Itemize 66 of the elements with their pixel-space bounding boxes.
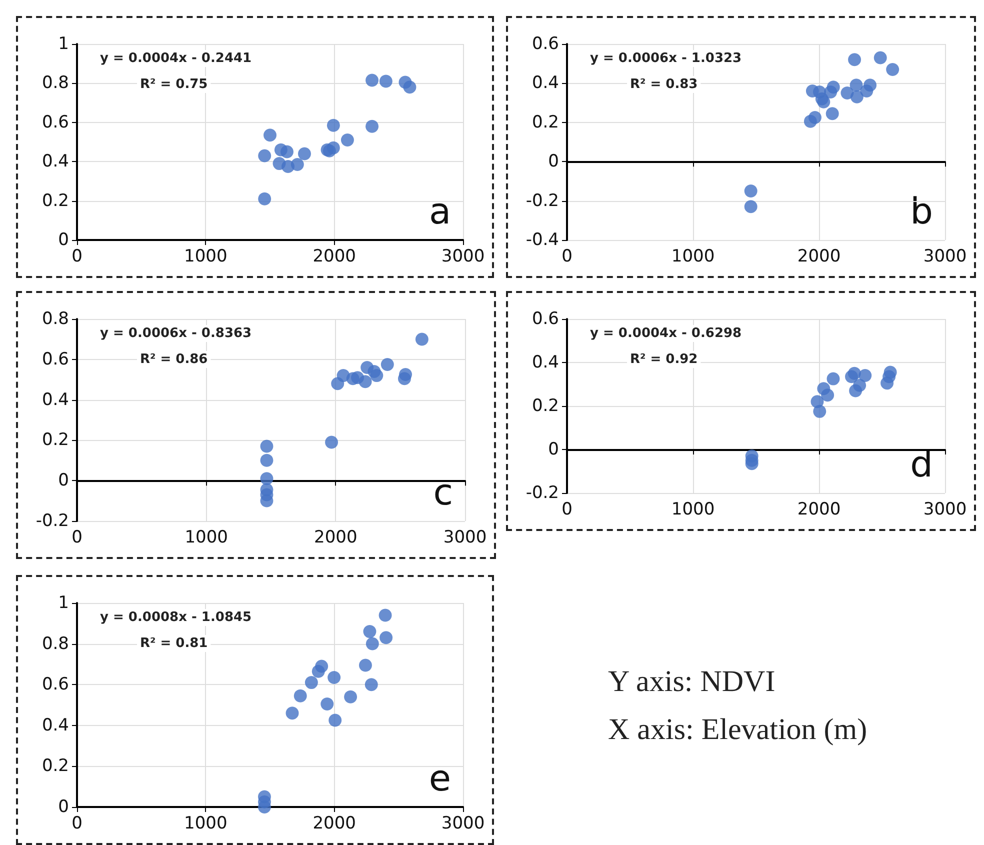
x-tick-label: 1000 [184, 246, 228, 266]
text: X axis: Elevation (m) [608, 712, 868, 748]
y-tick-label: 0 [58, 230, 69, 250]
y-tick-label: 1 [58, 593, 69, 613]
y-tick-label: 0 [58, 797, 69, 817]
x-tick-label: 1000 [184, 814, 228, 834]
x-tick-label: 2000 [797, 246, 841, 266]
x-tick-label: 3000 [443, 528, 487, 548]
x-tick-label: 3000 [441, 814, 485, 834]
annotation: y = 0.0004x - 0.6298 [590, 326, 742, 341]
y-tick-label: -0.2 [36, 511, 69, 531]
x-tick-label: 0 [72, 528, 82, 548]
y-tick-label: 0 [548, 440, 559, 460]
y-tick-label: 0.6 [42, 674, 69, 695]
x-tick-label: 2000 [312, 814, 356, 834]
x-tick-label: 0 [562, 500, 572, 520]
y-tick-label: 0.6 [42, 349, 69, 370]
x-tick-label: 3000 [923, 246, 967, 266]
y-tick-label: 0.4 [42, 390, 69, 410]
annotation: R² = 0.83 [630, 77, 698, 92]
x-tick-label: 0 [72, 246, 82, 266]
y-tick-label: 0.2 [42, 430, 69, 450]
x-tick-label: 0 [562, 246, 572, 266]
y-tick-label: 0.2 [42, 190, 69, 211]
annotation: e [428, 758, 452, 800]
y-tick-label: -0.2 [526, 190, 559, 211]
x-tick-label: 2000 [312, 246, 356, 266]
y-tick-label: 0.8 [42, 73, 69, 94]
y-tick-label: 0.2 [532, 112, 559, 132]
y-tick-label: 0.6 [532, 34, 559, 54]
annotation: a [428, 192, 451, 232]
x-tick-label: 1000 [671, 246, 715, 266]
x-tick-label: 3000 [923, 500, 967, 520]
x-tick-label: 3000 [441, 246, 485, 266]
y-tick-label: -0.4 [526, 230, 559, 250]
annotation: d [910, 444, 934, 486]
y-tick-label: 0.4 [42, 152, 69, 172]
annotation: y = 0.0004x - 0.2441 [100, 51, 252, 66]
annotation: c [433, 472, 454, 514]
y-tick-label: 1 [58, 34, 69, 54]
x-tick-label: 1000 [671, 500, 715, 520]
annotation: R² = 0.75 [140, 77, 208, 92]
annotation: y = 0.0006x - 0.8363 [100, 326, 252, 341]
y-tick-label: 0.8 [42, 634, 69, 654]
text: Y axis: NDVI [608, 664, 776, 700]
annotation: y = 0.0006x - 1.0323 [590, 51, 742, 66]
y-tick-label: 0.2 [42, 756, 69, 776]
annotation: y = 0.0008x - 1.0845 [100, 610, 252, 625]
y-tick-label: 0.6 [42, 112, 69, 132]
y-tick-label: 0.4 [42, 715, 69, 736]
y-tick-label: 0.4 [532, 352, 559, 372]
annotation: R² = 0.86 [140, 352, 208, 367]
y-tick-label: 0 [548, 152, 559, 172]
y-tick-label: 0.4 [532, 73, 559, 94]
x-tick-label: 1000 [184, 528, 228, 548]
y-tick-label: 0.8 [42, 309, 69, 329]
y-tick-label: 0.2 [532, 396, 559, 416]
y-tick-label: 0 [58, 470, 69, 491]
x-tick-label: 2000 [797, 500, 841, 520]
x-tick-label: 2000 [314, 528, 358, 548]
annotation: b [910, 192, 934, 232]
y-tick-label: -0.2 [526, 483, 559, 503]
annotation: R² = 0.81 [140, 636, 208, 651]
annotation: R² = 0.92 [630, 352, 698, 367]
x-tick-label: 0 [72, 814, 82, 834]
y-tick-label: 0.6 [532, 309, 559, 329]
